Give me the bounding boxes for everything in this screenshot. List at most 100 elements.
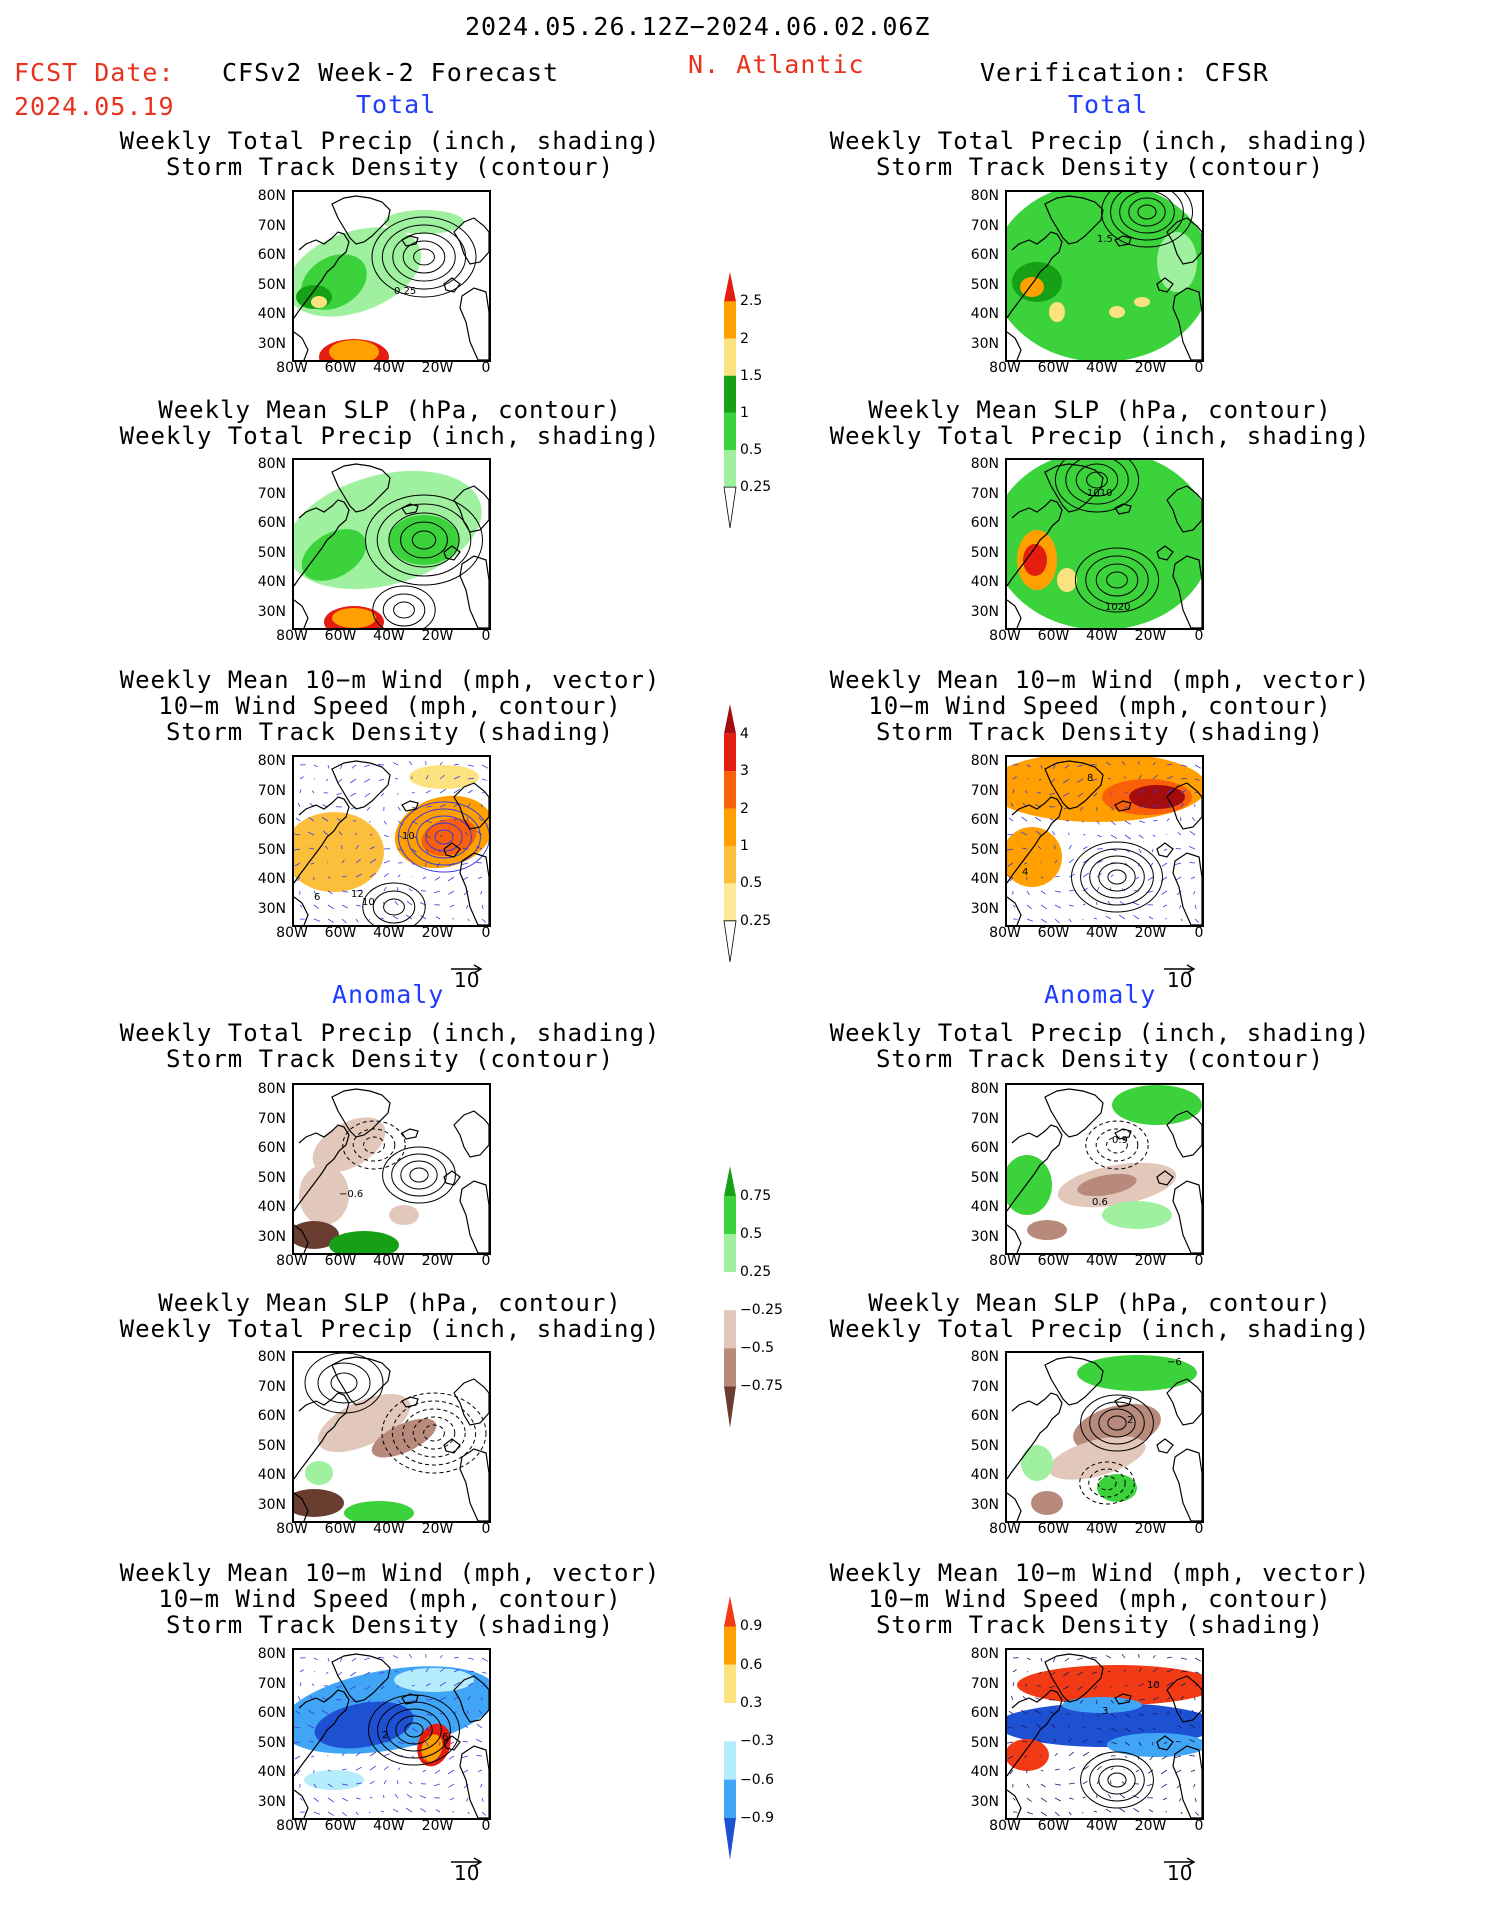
lon-tick-label: 40W xyxy=(373,1521,405,1537)
wind-vector xyxy=(336,1685,343,1689)
wind-vector xyxy=(355,873,363,878)
lat-tick-label: 80N xyxy=(970,188,999,204)
storm-anom-shade xyxy=(1107,1733,1202,1757)
wind-vector xyxy=(476,1755,483,1757)
wind-vector xyxy=(1138,774,1142,780)
wind-vector xyxy=(380,1810,385,1813)
wind-vector xyxy=(366,1699,371,1704)
wind-vector xyxy=(1163,1741,1168,1744)
coastline-1 xyxy=(331,463,391,513)
wind-vector xyxy=(349,792,357,797)
wind-vector xyxy=(294,848,301,851)
coastline-4 xyxy=(443,545,461,561)
lon-tick-label: 20W xyxy=(1134,1253,1167,1269)
coastline-0 xyxy=(1007,499,1063,587)
lat-tick-label: 60N xyxy=(257,1140,286,1156)
wind-vector xyxy=(1020,831,1028,836)
storm-anom-shade xyxy=(304,1770,364,1790)
wind-vector xyxy=(369,1780,375,1785)
speed-anom-contour-2 xyxy=(395,1715,433,1745)
wind-vector xyxy=(397,806,401,811)
lon-tick-label: 60W xyxy=(1037,1521,1070,1537)
wind-vector xyxy=(369,846,375,850)
storm-anom-contour-2 xyxy=(1095,1128,1139,1162)
wind-vector xyxy=(327,1657,330,1662)
wind-vector xyxy=(351,1657,357,1662)
colorbar-swatch xyxy=(724,1741,736,1780)
wind-vector xyxy=(1040,890,1046,895)
wind-vector xyxy=(467,764,474,767)
contour-label: −0.6 xyxy=(339,1189,363,1200)
wind-vector xyxy=(355,904,361,907)
contour-label: 1.5 xyxy=(1097,234,1113,245)
wind-vector xyxy=(411,792,415,794)
lat-tick-label: 60N xyxy=(970,515,999,531)
wind-vector xyxy=(475,1739,483,1743)
wind-vector xyxy=(1077,1685,1084,1691)
colorbar-cap xyxy=(723,920,737,963)
wind-vector xyxy=(1068,1766,1076,1771)
wind-vector xyxy=(481,778,487,781)
map-canvas: 0.25 xyxy=(294,195,489,360)
wind-vector xyxy=(1068,1738,1072,1743)
wind-vector xyxy=(464,1725,469,1729)
precip-shade xyxy=(1057,568,1077,592)
lat-tick-label: 40N xyxy=(257,1467,286,1483)
wind-vector xyxy=(1021,1740,1028,1743)
wind-vector xyxy=(294,833,301,836)
vector-ref-f-total: 10 xyxy=(450,960,484,992)
wind-vector xyxy=(1062,792,1070,797)
lat-tick-label: 70N xyxy=(257,782,286,799)
wind-vector xyxy=(1009,876,1014,882)
wind-vector xyxy=(1138,848,1142,854)
wind-vector xyxy=(324,1738,329,1743)
coastline-0 xyxy=(294,1689,350,1777)
lat-tick-label: 70N xyxy=(970,485,999,502)
wind-vector xyxy=(1063,1671,1070,1677)
lon-tick-label: 20W xyxy=(421,1253,454,1269)
wind-vector xyxy=(1007,1755,1014,1760)
slp-anom-contour-2 xyxy=(1088,1468,1126,1498)
wind-vector xyxy=(1082,1765,1090,1771)
wind-vector xyxy=(392,1655,399,1659)
wind-vector xyxy=(1124,834,1132,840)
coastline-3 xyxy=(453,217,489,265)
wind-vector xyxy=(439,820,445,822)
wind-vector xyxy=(1180,1670,1187,1673)
wind-vector xyxy=(1040,1769,1044,1772)
arrow-icon xyxy=(1164,964,1196,974)
coastline-5 xyxy=(1172,1180,1202,1253)
colorbar-cap xyxy=(724,704,736,734)
lat-tick-label: 80N xyxy=(970,1349,999,1365)
map-f-anom-precip: −0.6 xyxy=(292,1083,491,1255)
lat-tick-label: 70N xyxy=(970,1378,999,1395)
wind-vector xyxy=(1082,1751,1090,1757)
lon-tick-label: 80W xyxy=(276,360,308,376)
coastline-1 xyxy=(1044,463,1104,513)
wind-vector xyxy=(1026,1797,1032,1802)
wind-vector xyxy=(310,1755,315,1758)
speed-contour-5 xyxy=(398,801,489,873)
wind-vector xyxy=(1166,1668,1174,1673)
colorbar-label: 0.9 xyxy=(740,1618,763,1635)
wind-vector xyxy=(397,1699,401,1704)
wind-vector xyxy=(1149,1755,1154,1761)
wind-vector xyxy=(1110,820,1116,826)
wind-vector xyxy=(380,917,385,920)
wind-vector xyxy=(324,845,329,850)
lat-tick-label: 80N xyxy=(970,456,999,472)
colorbar-swatch xyxy=(724,1272,736,1311)
lat-tick-label: 30N xyxy=(257,603,286,620)
wind-vector xyxy=(336,792,343,796)
wind-vector xyxy=(341,1768,347,1771)
lon-tick-label: 60W xyxy=(1037,1818,1070,1834)
wind-vector xyxy=(1035,830,1042,836)
coastline-2 xyxy=(401,503,419,515)
lat-tick-label: 80N xyxy=(970,1646,999,1662)
colorbar-cap xyxy=(723,486,737,529)
colorbar-svg xyxy=(723,704,737,963)
coastline-5 xyxy=(459,852,489,925)
storm-anom-shade xyxy=(394,1668,474,1692)
contour-label: 1010 xyxy=(1087,488,1112,499)
precip-anom-shade xyxy=(1077,1173,1137,1197)
